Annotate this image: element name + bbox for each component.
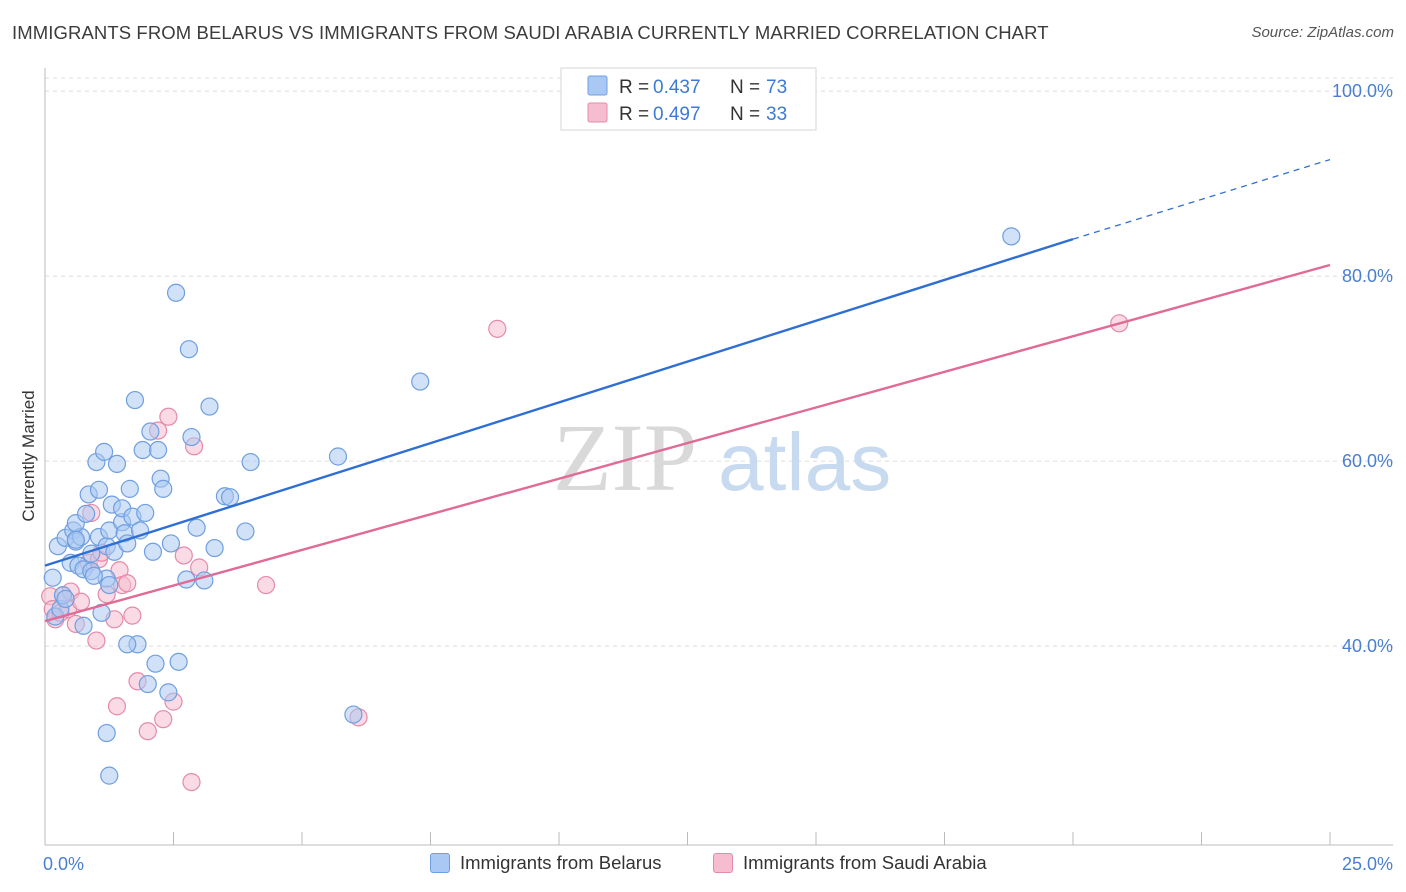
belarus-point-64 (344, 705, 363, 724)
belarus-point-13 (77, 504, 96, 523)
belarus-point-50 (166, 283, 186, 302)
belarus-point-19 (89, 480, 109, 499)
belarus-point-16 (74, 616, 93, 635)
belarus-point-41 (138, 674, 157, 694)
belarus-point-51 (169, 652, 188, 671)
belarus-point-72 (1002, 227, 1021, 246)
y-tick-labels: 40.0% 60.0% 80.0% 100.0% (1332, 81, 1393, 656)
saudi-point-8 (71, 592, 91, 611)
belarus-point-65 (411, 372, 430, 391)
saudi-point-30 (256, 575, 276, 595)
y-tick-label-3: 100.0% (1332, 81, 1393, 101)
belarus-point-0 (43, 568, 62, 587)
watermark-atlas: atlas (718, 417, 891, 508)
x-tick-label-0: 0.0% (43, 854, 84, 874)
x-tick-labels: 0.0% 25.0% (43, 854, 1393, 874)
trend-line-belarus (44, 237, 1074, 567)
saudi-point-32 (488, 319, 507, 338)
belarus-point-45 (148, 440, 168, 460)
saudi-point-22 (138, 722, 157, 741)
belarus-point-69 (56, 589, 75, 609)
saudi-point-25 (159, 407, 178, 426)
belarus-point-29 (107, 454, 127, 473)
y-axis-label: Currently Married (19, 390, 38, 521)
belarus-point-60 (220, 488, 240, 507)
saudi-point-33 (182, 772, 201, 792)
belarus-point-42 (143, 542, 163, 561)
legend-n-value-belarus: 73 (766, 77, 787, 98)
legend-n-label-belarus: N = (730, 77, 765, 98)
saudi-point-20 (123, 606, 142, 625)
trend-lines (44, 158, 1331, 623)
saudi-point-19 (118, 574, 137, 593)
series-saudi-points (41, 314, 1129, 792)
saudi-point-11 (87, 631, 106, 650)
belarus-point-66 (100, 766, 119, 785)
x-ticks (44, 832, 1331, 845)
belarus-point-43 (141, 422, 160, 441)
trend-line-saudi (44, 263, 1331, 623)
belarus-point-39 (133, 440, 152, 460)
chart-title: IMMIGRANTS FROM BELARUS VS IMMIGRANTS FR… (12, 22, 1049, 43)
bottom-legend-saudi: Immigrants from Saudi Arabia (713, 852, 987, 874)
axes (44, 68, 1393, 846)
legend-n-value-saudi: 33 (766, 104, 787, 125)
bottom-legend-label-saudi: Immigrants from Saudi Arabia (743, 852, 987, 873)
watermark-zip: ZIP (553, 404, 697, 511)
legend-r-label-saudi: R = (619, 104, 654, 125)
legend-r-value-saudi: 0.497 (653, 104, 701, 125)
y-tick-label-1: 60.0% (1342, 451, 1393, 471)
y-tick-label-2: 80.0% (1342, 266, 1393, 286)
watermark: ZIP atlas (553, 404, 891, 511)
belarus-point-54 (182, 427, 201, 447)
x-tick-label-1: 25.0% (1342, 854, 1393, 874)
legend-swatch-saudi (587, 102, 608, 123)
saudi-point-24 (154, 710, 173, 729)
belarus-point-55 (187, 518, 206, 537)
belarus-point-57 (200, 397, 219, 416)
saudi-point-16 (107, 697, 127, 716)
legend: R = 0.437 N = 73 R = 0.497 N = 33 (560, 67, 817, 131)
belarus-point-47 (154, 479, 173, 498)
belarus-point-48 (159, 683, 178, 702)
source-label: Source: ZipAtlas.com (1251, 24, 1394, 41)
belarus-point-21 (95, 442, 114, 461)
belarus-point-23 (100, 575, 119, 595)
y-tick-label-0: 40.0% (1342, 636, 1393, 656)
series-belarus-points (43, 227, 1021, 785)
bottom-legend-swatch-saudi (713, 853, 733, 873)
belarus-point-49 (161, 534, 181, 553)
legend-r-value-belarus: 0.437 (653, 77, 701, 98)
bottom-legend-swatch-belarus (430, 853, 450, 873)
legend-swatch-belarus (587, 75, 608, 96)
belarus-point-68 (118, 635, 137, 654)
saudi-point-27 (174, 546, 193, 565)
belarus-point-40 (136, 503, 155, 523)
belarus-point-44 (146, 654, 165, 673)
belarus-point-53 (179, 340, 199, 359)
belarus-point-34 (120, 479, 139, 498)
bottom-legend-label-belarus: Immigrants from Belarus (460, 852, 662, 873)
belarus-point-62 (241, 452, 260, 472)
belarus-point-58 (205, 538, 224, 558)
belarus-point-70 (66, 530, 85, 549)
belarus-point-71 (84, 566, 103, 585)
gridlines (45, 77, 1393, 647)
trend-line-belarus-extension (1072, 158, 1331, 240)
legend-r-label-belarus: R = (619, 77, 654, 98)
belarus-point-67 (97, 723, 116, 743)
belarus-point-61 (236, 522, 255, 541)
belarus-point-36 (125, 390, 145, 410)
belarus-point-63 (328, 447, 348, 466)
legend-n-label-saudi: N = (730, 104, 765, 125)
bottom-legend: Immigrants from Belarus Immigrants from … (0, 852, 1406, 878)
bottom-legend-belarus: Immigrants from Belarus (430, 852, 662, 874)
